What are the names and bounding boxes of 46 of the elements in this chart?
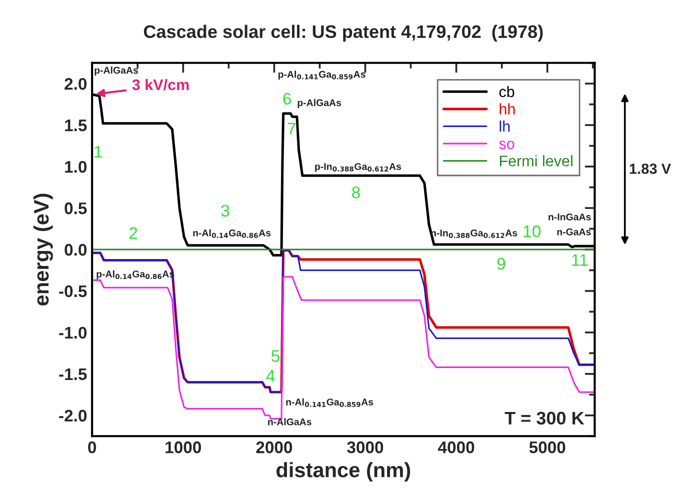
y-tick-label: -0.5 — [59, 285, 87, 298]
annotation: n-GaAs — [557, 228, 591, 236]
x-tick-label: 1000 — [166, 441, 201, 454]
legend-label: so — [499, 140, 514, 150]
x-tick-label: 2000 — [256, 441, 292, 454]
y-tick-label: 2.0 — [64, 78, 87, 90]
annotation: p-AlGaAs — [298, 99, 342, 108]
annotation: p-In$_{0.388}$Ga$_{0.612}$As — [315, 163, 402, 172]
x-axis-title: distance (nm) — [276, 462, 410, 482]
legend-label: Fermi level — [500, 155, 572, 166]
y-tick-label: -1.5 — [59, 368, 87, 380]
x-tick-label: 5000 — [529, 441, 566, 454]
annotation: n-InGaAs — [548, 214, 591, 220]
annotation: n-Al$_{0.141}$Ga$_{0.859}$As — [286, 398, 374, 408]
annotation: 3 kV/cm — [132, 78, 189, 90]
x-tick-label: 0 — [88, 441, 96, 454]
annotation: n-AlGaAs — [268, 418, 312, 426]
x-tick-label: 4000 — [438, 441, 474, 454]
annotation: 3 — [221, 204, 230, 217]
y-axis-title: energy (eV) — [33, 194, 53, 306]
annotation: n-Al$_{0.14}$Ga$_{0.86}$As — [193, 229, 271, 238]
annotation: 8 — [352, 186, 360, 198]
annotation: 7 — [288, 122, 296, 134]
text: 1.83 V — [630, 164, 671, 174]
legend-label: cb — [499, 86, 514, 98]
annotation: 1 — [94, 146, 102, 158]
annotation: 6 — [283, 92, 291, 105]
chart-title: Cascade solar cell: US patent 4,179,702 (1978) — [144, 24, 543, 42]
annotation: 9 — [497, 258, 506, 270]
annotation: p-Al$_{0.141}$Ga$_{0.859}$As — [278, 70, 366, 80]
x-tick-label: 3000 — [347, 441, 384, 454]
annotation: p-AlGaAs — [94, 66, 138, 76]
annotation: T = 300 K — [504, 412, 584, 425]
y-tick-label: 0.5 — [64, 202, 87, 214]
annotation: 11 — [572, 254, 588, 266]
y-tick-label: 1.0 — [65, 160, 87, 173]
legend-label: lh — [500, 120, 510, 132]
annotation: 2 — [129, 227, 138, 239]
annotation: 4 — [266, 370, 275, 382]
y-tick-label: -1.0 — [59, 326, 87, 339]
annotation: 5 — [272, 350, 280, 362]
y-tick-label: 1.5 — [65, 120, 87, 132]
y-tick-label: 0.0 — [64, 244, 87, 256]
annotation: 10 — [524, 225, 540, 238]
legend-label: hh — [500, 103, 515, 114]
y-tick-label: -2.0 — [59, 410, 87, 422]
